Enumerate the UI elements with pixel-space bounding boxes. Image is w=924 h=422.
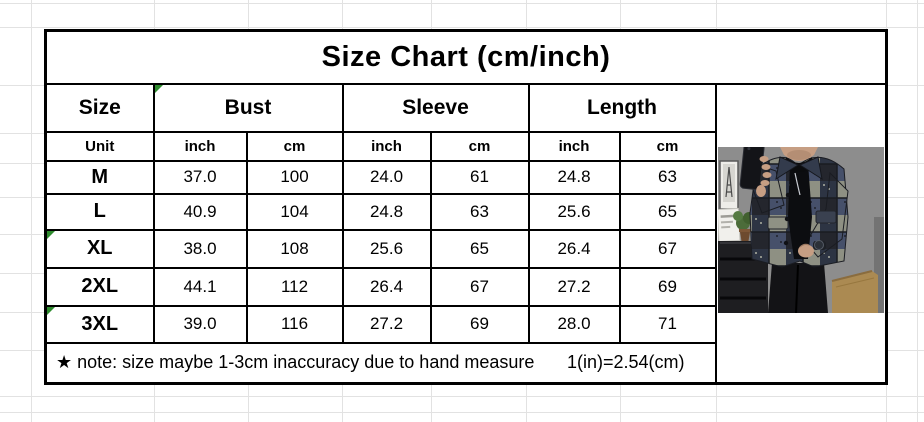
chart-title: Size Chart (cm/inch) (44, 29, 888, 85)
measurement-cell: 25.6 (527, 192, 621, 231)
measurement-cell: 116 (245, 304, 344, 344)
gridline (31, 0, 32, 422)
measurement-cell: 63 (429, 192, 530, 231)
table-row-2xl: 2XL 44.1 112 26.4 67 27.2 69 (44, 266, 887, 307)
measurement-cell: 38.0 (152, 228, 248, 269)
unit-row: Unit inch cm inch cm inch cm (44, 130, 887, 162)
cell-corner-marker-icon (47, 231, 55, 239)
measurement-cell: 26.4 (341, 266, 432, 307)
measurement-cell: 67 (618, 228, 717, 269)
gridline (917, 0, 918, 422)
table-row-3xl: 3XL 39.0 116 27.2 69 28.0 71 (44, 304, 887, 344)
size-label-cell: M (44, 159, 155, 195)
measurement-cell: 69 (429, 304, 530, 344)
cell-corner-marker-icon (47, 307, 55, 315)
header-bust: Bust (152, 82, 344, 133)
measurement-cell: 104 (245, 192, 344, 231)
product-photo (718, 147, 884, 314)
size-label-cell: L (44, 192, 155, 231)
size-label-cell: 2XL (44, 266, 155, 307)
unit-bust-inch: inch (152, 130, 248, 162)
header-sleeve: Sleeve (341, 82, 530, 133)
measurement-cell: 63 (618, 159, 717, 195)
table-row-xl: XL 38.0 108 25.6 65 26.4 67 (44, 228, 887, 269)
unit-bust-cm: cm (245, 130, 344, 162)
note-cell: ★ note: size maybe 1-3cm inaccuracy due … (44, 341, 717, 385)
measurement-cell: 100 (245, 159, 344, 195)
header-row: Size Bust Sleeve Length (44, 82, 888, 385)
size-chart-table: Size Chart (cm/inch) Size Bust Sleeve Le… (44, 29, 888, 385)
gridline (0, 27, 924, 28)
measurement-cell: 40.9 (152, 192, 248, 231)
unit-sleeve-inch: inch (341, 130, 432, 162)
header-bust-label: Bust (224, 95, 272, 119)
measurement-cell: 37.0 (152, 159, 248, 195)
size-label-cell: 3XL (44, 304, 155, 344)
measurement-cell: 24.0 (341, 159, 432, 195)
measurement-cell: 27.2 (341, 304, 432, 344)
measurement-cell: 108 (245, 228, 344, 269)
table-row-l: L 40.9 104 24.8 63 25.6 65 (44, 192, 887, 231)
measurement-cell: 24.8 (527, 159, 621, 195)
measurement-cell: 71 (618, 304, 717, 344)
title-row: Size Chart (cm/inch) (44, 29, 888, 85)
measurement-cell: 65 (429, 228, 530, 269)
unit-sleeve-cm: cm (429, 130, 530, 162)
measurement-cell: 67 (429, 266, 530, 307)
gridline (0, 412, 924, 413)
cell-corner-marker-icon (155, 85, 163, 93)
measurement-cell: 61 (429, 159, 530, 195)
unit-label-cell: Unit (44, 130, 155, 162)
measurement-cell: 25.6 (341, 228, 432, 269)
measurement-cell: 24.8 (341, 192, 432, 231)
gridline (0, 3, 924, 4)
measurement-cell: 27.2 (527, 266, 621, 307)
measurement-cell: 112 (245, 266, 344, 307)
measurement-cell: 26.4 (527, 228, 621, 269)
table-row-m: M 37.0 100 24.0 61 24.8 63 (44, 159, 887, 195)
measurement-cell: 28.0 (527, 304, 621, 344)
note-row: ★ note: size maybe 1-3cm inaccuracy due … (44, 341, 887, 385)
measurement-cell: 39.0 (152, 304, 248, 344)
measurement-cell: 44.1 (152, 266, 248, 307)
gridline (0, 396, 924, 397)
conversion-text: 1(in)=2.54(cm) (566, 352, 685, 373)
size-label: 3XL (81, 312, 119, 335)
unit-length-inch: inch (527, 130, 621, 162)
size-label: XL (86, 237, 113, 259)
note-text: ★ note: size maybe 1-3cm inaccuracy due … (56, 352, 535, 373)
header-size: Size (44, 82, 155, 133)
product-photo-cell (714, 82, 888, 385)
unit-length-cm: cm (618, 130, 717, 162)
header-length: Length (527, 82, 717, 133)
measurement-cell: 69 (618, 266, 717, 307)
measurement-cell: 65 (618, 192, 717, 231)
size-label-cell: XL (44, 228, 155, 269)
